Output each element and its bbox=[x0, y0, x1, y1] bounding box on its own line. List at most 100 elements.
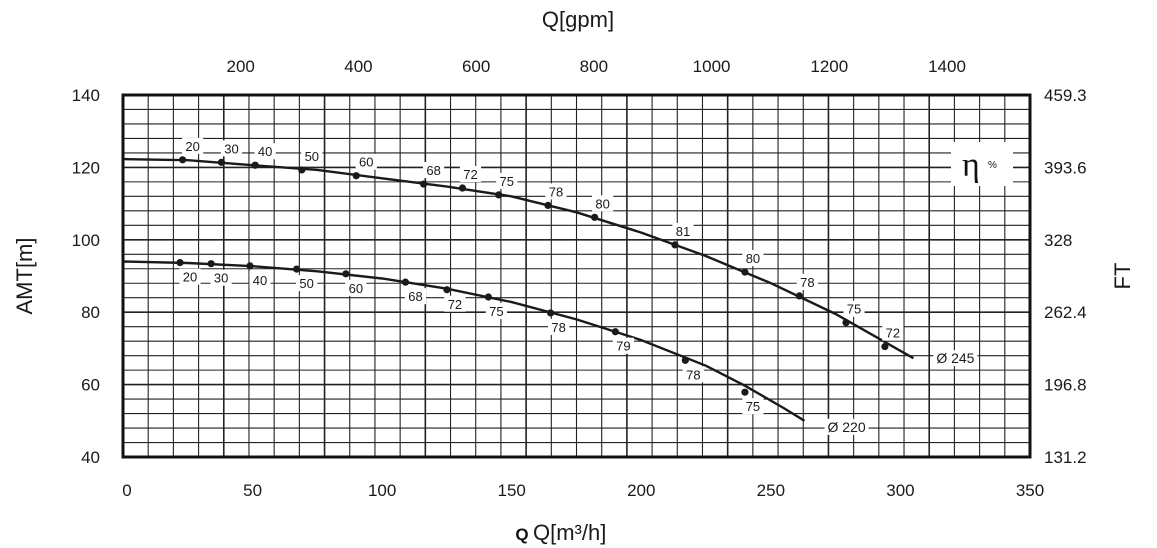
y-tick-label: 100 bbox=[72, 231, 100, 250]
efficiency-point bbox=[544, 201, 552, 210]
efficiency-label: 75 bbox=[746, 399, 760, 414]
efficiency-label: 78 bbox=[549, 184, 563, 199]
efficiency-legend: η % bbox=[951, 142, 1013, 186]
efficiency-label-bg bbox=[254, 143, 276, 160]
plot-frame bbox=[121, 93, 1032, 459]
efficiency-point bbox=[293, 265, 301, 273]
efficiency-point bbox=[176, 259, 184, 267]
efficiency-point bbox=[420, 180, 428, 188]
y-tick-label: 140 bbox=[72, 86, 100, 105]
top-tick-label: 400 bbox=[344, 57, 372, 76]
x-tick-label: 100 bbox=[368, 481, 396, 500]
efficiency-label: 30 bbox=[224, 141, 238, 156]
efficiency-label-bg bbox=[423, 162, 445, 179]
right-tick-label: 131.2 bbox=[1044, 448, 1087, 467]
right-tick-label: 459.3 bbox=[1044, 86, 1087, 105]
x-tick-label: 250 bbox=[757, 481, 785, 500]
efficiency-label: 78 bbox=[686, 367, 700, 382]
efficiency-label-bg bbox=[742, 398, 764, 415]
top-tick-label: 1000 bbox=[693, 57, 731, 76]
efficiency-label-bg bbox=[742, 250, 764, 267]
x-tick-label: 350 bbox=[1016, 481, 1044, 500]
efficiency-point bbox=[458, 184, 467, 192]
efficiency-label-bg bbox=[682, 366, 704, 383]
efficiency-point bbox=[611, 328, 619, 336]
right-tick-label: 393.6 bbox=[1044, 158, 1087, 177]
efficiency-label-bg bbox=[182, 137, 204, 154]
efficiency-point bbox=[342, 270, 350, 278]
efficiency-point bbox=[546, 309, 555, 317]
efficiency-point bbox=[207, 260, 215, 268]
right-tick-label: 328 bbox=[1044, 231, 1072, 250]
efficiency-label-bg bbox=[345, 279, 367, 296]
efficiency-label: 40 bbox=[258, 144, 272, 159]
top-tick-label: 600 bbox=[462, 57, 490, 76]
efficiency-point bbox=[741, 388, 749, 396]
y-tick-label: 80 bbox=[81, 303, 100, 322]
efficiency-symbol: η bbox=[962, 147, 980, 184]
efficiency-label: 40 bbox=[253, 273, 267, 288]
efficiency-label-bg bbox=[843, 300, 865, 317]
x-tick-label: 300 bbox=[886, 481, 914, 500]
right-tick-label: 196.8 bbox=[1044, 376, 1087, 395]
efficiency-label-bg bbox=[796, 273, 818, 290]
efficiency-label: 72 bbox=[448, 297, 462, 312]
series-label: Ø 220 bbox=[827, 419, 865, 435]
y-tick-label: 40 bbox=[81, 448, 100, 467]
efficiency-label: 68 bbox=[426, 163, 440, 178]
efficiency-label-bg bbox=[592, 195, 614, 212]
x-tick-label: 50 bbox=[243, 481, 262, 500]
efficiency-label: 60 bbox=[359, 155, 373, 170]
y-axis-title: AMT[m] bbox=[12, 238, 37, 315]
x-tick-label: 0 bbox=[122, 481, 131, 500]
efficiency-label: 72 bbox=[886, 326, 900, 341]
efficiency-point bbox=[495, 191, 503, 199]
efficiency-label-bg bbox=[672, 222, 694, 239]
efficiency-point bbox=[352, 172, 360, 180]
efficiency-label: 75 bbox=[500, 174, 514, 189]
efficiency-labels: 20 30 40 50 60 68 72 75 78 80 81 80 78 75 72 Ø 245 20 30 4… bbox=[179, 137, 978, 435]
axes: 0 50 100 150 200 250 300 350 40 60 80 100 120 140 131.… bbox=[72, 57, 1087, 500]
top-axis-title: Q[gpm] bbox=[542, 7, 614, 32]
efficiency-label-bg bbox=[404, 288, 427, 305]
efficiency-label: 50 bbox=[305, 149, 319, 164]
top-tick-label: 1200 bbox=[810, 57, 848, 76]
series-label-bg bbox=[824, 418, 869, 435]
efficiency-label: 60 bbox=[349, 281, 363, 296]
efficiency-unit: % bbox=[988, 160, 997, 171]
efficiency-point bbox=[179, 156, 187, 164]
efficiency-label-bg bbox=[249, 271, 271, 288]
efficiency-label-bg bbox=[179, 268, 201, 285]
efficiency-point bbox=[681, 356, 689, 364]
efficiency-label: 50 bbox=[299, 276, 313, 291]
efficiency-point bbox=[881, 342, 889, 351]
efficiency-label: 68 bbox=[408, 289, 422, 304]
efficiency-point bbox=[401, 278, 410, 286]
efficiency-label: 30 bbox=[214, 271, 228, 286]
efficiency-point bbox=[298, 166, 306, 174]
efficiency-label: 75 bbox=[847, 302, 861, 317]
x-tick-label: 150 bbox=[498, 481, 526, 500]
efficiency-label: 20 bbox=[183, 270, 197, 285]
right-axis-title: FT bbox=[1110, 263, 1135, 290]
efficiency-label: 78 bbox=[551, 320, 565, 335]
efficiency-point bbox=[484, 293, 492, 301]
efficiency-label-bg bbox=[210, 269, 232, 286]
efficiency-label: 80 bbox=[595, 196, 609, 211]
efficiency-label-bg bbox=[547, 318, 570, 335]
efficiency-point bbox=[671, 241, 679, 249]
efficiency-label-bg bbox=[220, 140, 243, 157]
efficiency-label-bg bbox=[296, 275, 318, 292]
efficiency-label-bg bbox=[496, 172, 518, 189]
efficiency-point bbox=[591, 213, 599, 221]
efficiency-label-bg bbox=[545, 183, 567, 200]
efficiency-label: 75 bbox=[489, 304, 503, 319]
efficiency-point bbox=[741, 268, 749, 276]
x-axis-title-prefix: Q bbox=[515, 525, 528, 544]
right-tick-label: 262.4 bbox=[1044, 303, 1087, 322]
x-axis-title: Q[m³/h] bbox=[533, 520, 606, 545]
efficiency-label-bg bbox=[612, 337, 634, 354]
efficiency-label: 78 bbox=[800, 275, 814, 290]
efficiency-point bbox=[443, 286, 451, 294]
